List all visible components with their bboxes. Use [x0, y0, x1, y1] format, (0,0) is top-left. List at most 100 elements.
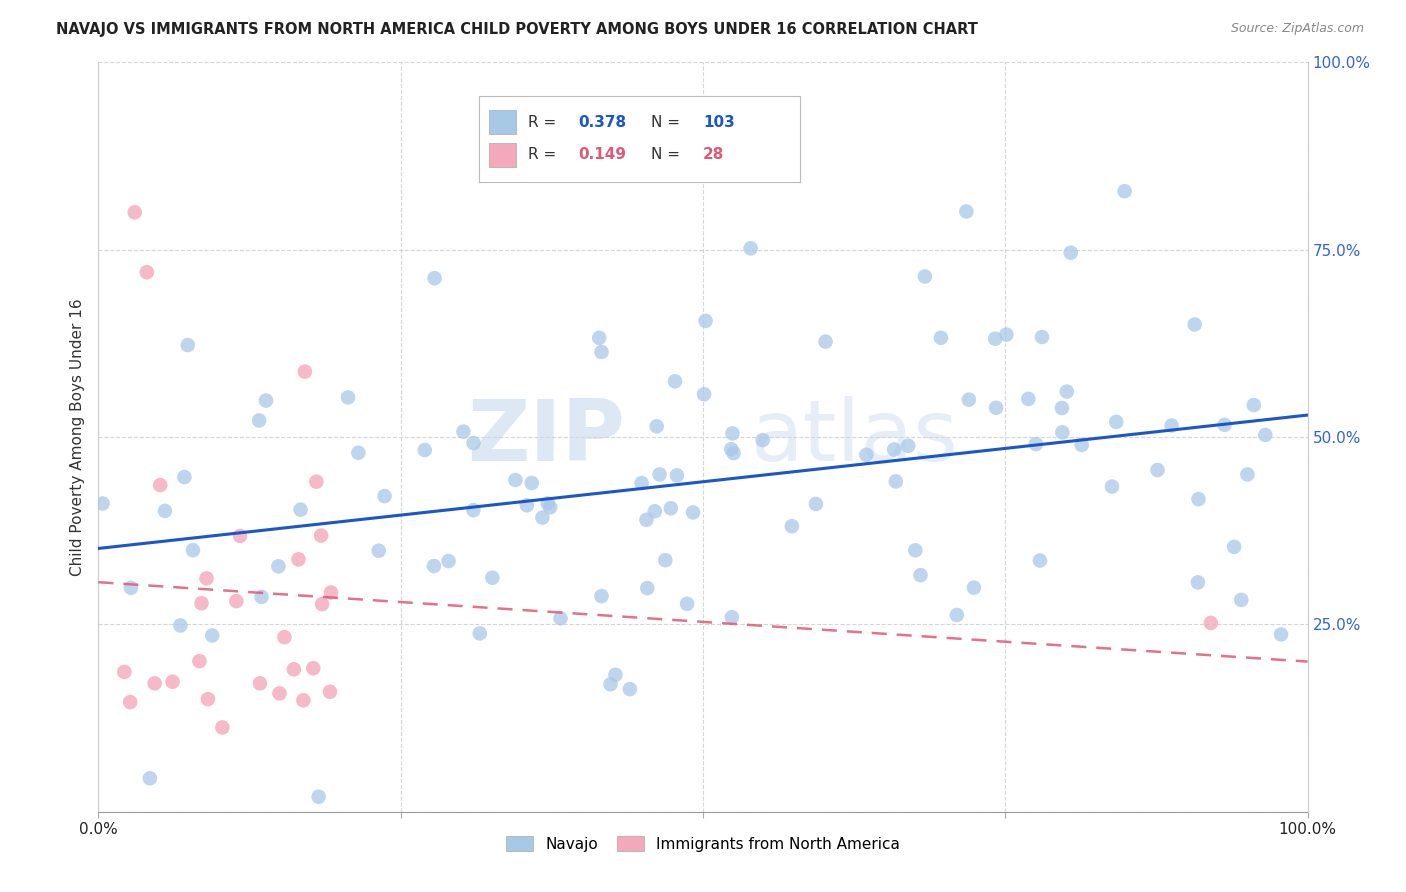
Point: [1070, 438, 1092, 452]
Point: [1243, 398, 1265, 412]
Point: [721, 426, 744, 441]
Point: [267, 559, 290, 574]
Point: [1230, 592, 1253, 607]
Point: [374, 489, 396, 503]
Point: [162, 674, 184, 689]
Point: [120, 581, 142, 595]
Text: ZIP: ZIP: [467, 395, 624, 479]
Text: 103: 103: [703, 115, 735, 130]
Point: [294, 365, 316, 379]
Point: [630, 476, 652, 491]
Point: [1223, 540, 1246, 554]
Point: [197, 692, 219, 706]
Point: [648, 467, 671, 482]
Point: [957, 392, 980, 407]
Legend: Navajo, Immigrants from North America: Navajo, Immigrants from North America: [499, 830, 907, 858]
Point: [195, 571, 218, 585]
Point: [468, 626, 491, 640]
Point: [287, 552, 309, 566]
Point: [1105, 415, 1128, 429]
Point: [591, 345, 613, 359]
Point: [302, 661, 325, 675]
Point: [347, 446, 370, 460]
Point: [229, 529, 252, 543]
Text: atlas: atlas: [751, 395, 959, 479]
Point: [654, 553, 676, 567]
Point: [929, 331, 952, 345]
Point: [211, 721, 233, 735]
Point: [1101, 479, 1123, 493]
Point: [904, 543, 927, 558]
Point: [946, 607, 969, 622]
Point: [855, 448, 877, 462]
Point: [550, 611, 572, 625]
Point: [780, 519, 803, 533]
Point: [290, 502, 312, 516]
Point: [1236, 467, 1258, 482]
Point: [740, 241, 762, 255]
Text: R =: R =: [527, 115, 561, 130]
Point: [520, 475, 543, 490]
Point: [319, 585, 342, 599]
Point: [1199, 615, 1222, 630]
Point: [269, 686, 291, 700]
Point: [135, 265, 157, 279]
Point: [619, 682, 641, 697]
Point: [695, 314, 717, 328]
Text: Source: ZipAtlas.com: Source: ZipAtlas.com: [1230, 22, 1364, 36]
Point: [645, 419, 668, 434]
Point: [1160, 418, 1182, 433]
Text: R =: R =: [527, 147, 561, 162]
Text: 28: 28: [703, 147, 724, 162]
Point: [1060, 245, 1083, 260]
Point: [463, 503, 485, 517]
Point: [305, 475, 328, 489]
Point: [676, 597, 699, 611]
FancyBboxPatch shape: [489, 111, 516, 135]
Point: [201, 628, 224, 642]
Point: [665, 468, 688, 483]
Point: [720, 442, 742, 457]
Point: [1052, 425, 1074, 440]
Point: [120, 695, 142, 709]
Point: [91, 496, 114, 510]
Point: [538, 500, 561, 515]
Point: [309, 528, 332, 542]
Point: [173, 470, 195, 484]
FancyBboxPatch shape: [489, 143, 516, 167]
Text: 0.149: 0.149: [578, 147, 627, 162]
Point: [143, 676, 166, 690]
Point: [531, 510, 554, 524]
Point: [1146, 463, 1168, 477]
Point: [453, 425, 475, 439]
Point: [177, 338, 200, 352]
Point: [250, 590, 273, 604]
Point: [751, 433, 773, 447]
Point: [599, 677, 621, 691]
Point: [721, 610, 744, 624]
Point: [254, 393, 277, 408]
Point: [605, 667, 627, 681]
Point: [423, 271, 446, 285]
Point: [897, 439, 920, 453]
Point: [723, 446, 745, 460]
Point: [273, 630, 295, 644]
Point: [188, 654, 211, 668]
Point: [292, 693, 315, 707]
Point: [1025, 437, 1047, 451]
Point: [516, 499, 538, 513]
Y-axis label: Child Poverty Among Boys Under 16: Child Poverty Among Boys Under 16: [70, 298, 86, 576]
Point: [1270, 627, 1292, 641]
Point: [804, 497, 827, 511]
Point: [1187, 492, 1209, 507]
Point: [963, 581, 986, 595]
Point: [367, 543, 389, 558]
Point: [249, 676, 271, 690]
Point: [247, 413, 270, 427]
Point: [1056, 384, 1078, 399]
Point: [311, 597, 333, 611]
Point: [636, 513, 658, 527]
Text: NAVAJO VS IMMIGRANTS FROM NORTH AMERICA CHILD POVERTY AMONG BOYS UNDER 16 CORREL: NAVAJO VS IMMIGRANTS FROM NORTH AMERICA …: [56, 22, 979, 37]
Point: [644, 504, 666, 518]
Point: [149, 478, 172, 492]
